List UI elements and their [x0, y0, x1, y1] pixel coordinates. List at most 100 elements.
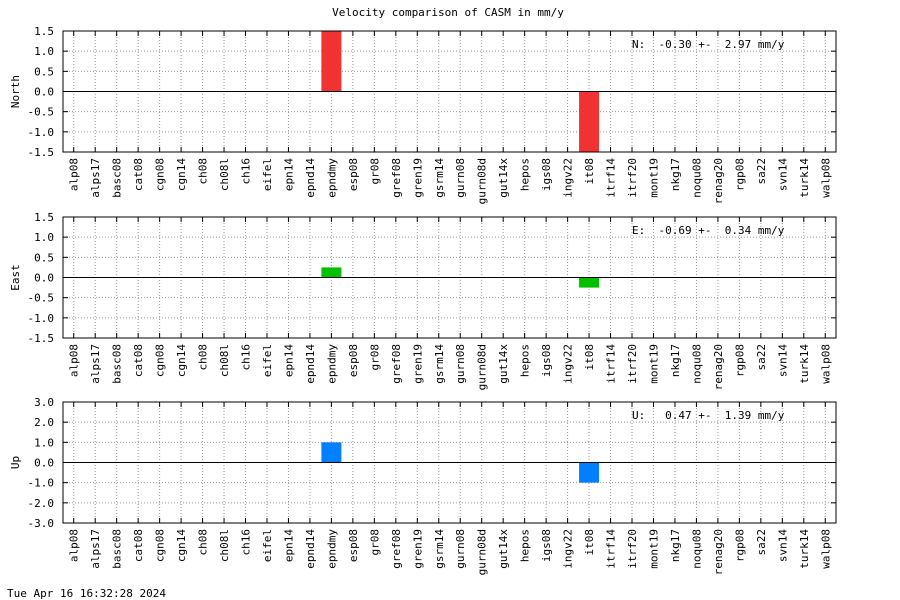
plot-frame [62, 401, 837, 524]
x-tick-label: gurn08d [476, 158, 489, 204]
bar [321, 31, 342, 92]
y-axis-label: North [9, 75, 22, 108]
x-tick-label: turk14 [798, 158, 811, 198]
y-tick-label: -3.0 [28, 517, 55, 530]
x-tick-label: epnd14 [304, 158, 317, 198]
x-tick-label: rgp08 [733, 529, 746, 562]
x-tick-label: itrf20 [626, 344, 639, 384]
x-tick-label: gurn08 [454, 344, 467, 384]
bar [579, 277, 600, 288]
x-tick-label: svn14 [776, 529, 789, 562]
y-axis-label: Up [9, 456, 22, 469]
y-tick-label: 1.0 [34, 45, 54, 58]
x-tick-label: cgn14 [175, 158, 188, 191]
x-tick-label: esp08 [347, 344, 360, 377]
x-tick-label: cgn08 [154, 158, 167, 191]
x-tick-label: it08 [583, 529, 596, 556]
x-tick-label: gr08 [368, 529, 381, 556]
x-tick-label: alp08 [68, 158, 81, 191]
x-tick-label: it08 [583, 344, 596, 371]
x-tick-label: noqu08 [690, 529, 703, 569]
x-tick-label: alp08 [68, 344, 81, 377]
x-tick-label: gurn08 [454, 529, 467, 569]
x-tick-label: eifel [261, 529, 274, 562]
x-tick-label: it08 [583, 158, 596, 185]
x-tick-label: gren19 [411, 344, 424, 384]
x-tick-label: mont19 [647, 158, 660, 198]
x-tick-label: basc08 [111, 344, 124, 384]
x-tick-label: sa22 [755, 344, 768, 371]
x-tick-label: gren19 [411, 529, 424, 569]
x-tick-label: nkg17 [669, 158, 682, 191]
x-tick-label: hepos [519, 529, 532, 562]
x-tick-label: hepos [519, 344, 532, 377]
x-tick-label: gurn08 [454, 158, 467, 198]
x-tick-label: itrf14 [605, 344, 618, 384]
x-tick-label: nkg17 [669, 344, 682, 377]
x-tick-label: epndmy [325, 158, 338, 198]
x-tick-label: ingv22 [562, 158, 575, 198]
x-tick-label: ch08l [218, 158, 231, 191]
footer: Tue Apr 16 16:32:28 2024 [7, 587, 166, 600]
x-tick-label: gurn08d [476, 529, 489, 575]
x-tick-label: hepos [519, 158, 532, 191]
x-tick-label: gsrm14 [433, 529, 446, 569]
x-tick-label: epn14 [282, 158, 295, 191]
y-tick-label: 1.5 [34, 211, 54, 224]
y-tick-label: -0.5 [28, 106, 55, 119]
y-tick-label: 0.0 [34, 457, 54, 470]
x-tick-label: gref08 [390, 529, 403, 569]
x-tick-label: mont19 [647, 344, 660, 384]
x-tick-label: itrf14 [605, 529, 618, 569]
x-tick-label: cgn08 [154, 344, 167, 377]
x-tick-label: noqu08 [690, 158, 703, 198]
y-tick-label: 2.0 [34, 416, 54, 429]
x-tick-label: epnd14 [304, 529, 317, 569]
x-tick-label: svn14 [776, 344, 789, 377]
x-tick-label: ch16 [240, 529, 253, 556]
y-tick-label: 0.0 [34, 86, 54, 99]
x-tick-label: igs08 [540, 344, 553, 377]
x-tick-label: cat08 [132, 529, 145, 562]
x-tick-label: basc08 [111, 529, 124, 569]
bar [321, 267, 342, 278]
x-tick-label: walp08 [819, 344, 832, 384]
y-tick-label: -1.0 [28, 126, 55, 139]
x-tick-label: gut14x [497, 344, 510, 384]
x-tick-label: rgp08 [733, 158, 746, 191]
x-tick-label: alp08 [68, 529, 81, 562]
x-tick-label: basc08 [111, 158, 124, 198]
annotation: N: -0.30 +- 2.97 mm/y [632, 38, 785, 51]
x-tick-label: igs08 [540, 529, 553, 562]
x-tick-label: gren19 [411, 158, 424, 198]
x-tick-label: renag20 [712, 529, 725, 575]
x-tick-label: cgn08 [154, 529, 167, 562]
annotation: U: 0.47 +- 1.39 mm/y [632, 409, 785, 422]
x-tick-label: esp08 [347, 158, 360, 191]
x-tick-label: turk14 [798, 529, 811, 569]
y-tick-label: 0.5 [34, 65, 54, 78]
y-tick-label: 3.0 [34, 396, 54, 409]
x-tick-label: svn14 [776, 158, 789, 191]
x-tick-label: itrf20 [626, 529, 639, 569]
x-tick-label: igs08 [540, 158, 553, 191]
x-tick-label: ch16 [240, 344, 253, 371]
x-tick-label: ch08l [218, 529, 231, 562]
x-tick-label: gut14x [497, 529, 510, 569]
x-tick-label: rgp08 [733, 344, 746, 377]
plot-frame [62, 30, 837, 153]
chart-title: Velocity comparison of CASM in mm/y [332, 6, 564, 19]
y-tick-label: -1.5 [28, 146, 55, 159]
x-tick-label: ch08 [197, 529, 210, 556]
x-tick-label: alps17 [89, 344, 102, 384]
x-tick-label: epn14 [282, 529, 295, 562]
x-tick-label: gr08 [368, 158, 381, 185]
y-tick-label: -1.0 [28, 477, 55, 490]
x-tick-label: ingv22 [562, 529, 575, 569]
x-tick-label: walp08 [819, 158, 832, 198]
x-tick-label: ch08l [218, 344, 231, 377]
x-tick-label: gsrm14 [433, 158, 446, 198]
x-tick-label: gsrm14 [433, 344, 446, 384]
